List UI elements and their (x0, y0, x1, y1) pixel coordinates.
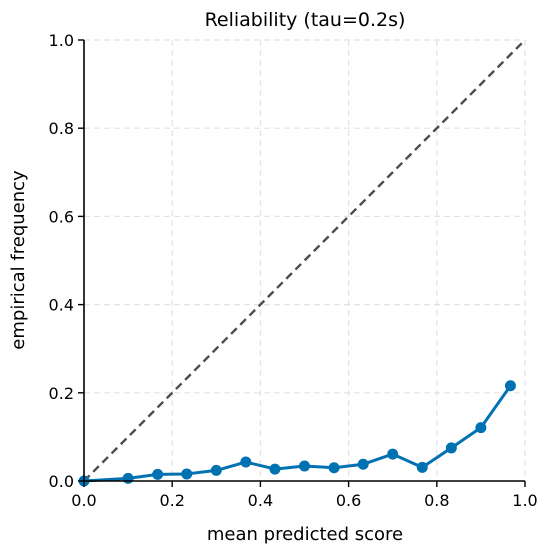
x-tick-label: 0.2 (159, 491, 184, 510)
y-tick-label: 0.0 (49, 472, 74, 491)
x-tick-label: 0.0 (71, 491, 96, 510)
data-point (445, 442, 457, 454)
x-axis-label: mean predicted score (207, 524, 403, 545)
x-tick-label: 1.0 (512, 491, 537, 510)
chart-title: Reliability (tau=0.2s) (205, 9, 406, 31)
data-point (328, 462, 340, 474)
data-point (152, 468, 164, 480)
ticks-layer: 0.0 0.2 0.4 0.6 0.8 1.0 0.0 0.2 0.4 0.6 0.8 1.0 (49, 31, 538, 510)
y-tick-label: 1.0 (49, 31, 74, 50)
series-line (82, 384, 512, 483)
x-tick-label: 0.6 (336, 491, 361, 510)
y-tick-label: 0.8 (49, 119, 74, 138)
data-point (269, 463, 281, 475)
x-tick-label: 0.4 (248, 491, 273, 510)
diagonal-reference-line (83, 39, 526, 482)
data-point (210, 464, 222, 476)
series-layer (78, 380, 516, 487)
data-point (240, 456, 252, 468)
data-point (299, 460, 310, 472)
data-point (387, 448, 399, 460)
data-point (475, 422, 487, 434)
data-point (122, 472, 134, 484)
data-point (416, 461, 428, 473)
y-tick-label: 0.6 (49, 207, 74, 226)
data-point (357, 458, 369, 470)
reference-line-layer (83, 39, 526, 482)
data-point (504, 380, 516, 392)
axes-layer (83, 40, 525, 482)
x-tick-label: 0.8 (424, 491, 449, 510)
y-axis-label: empirical frequency (8, 170, 29, 350)
y-tick-label: 0.4 (49, 296, 74, 315)
data-point (181, 468, 193, 480)
y-tick-label: 0.2 (49, 384, 74, 403)
